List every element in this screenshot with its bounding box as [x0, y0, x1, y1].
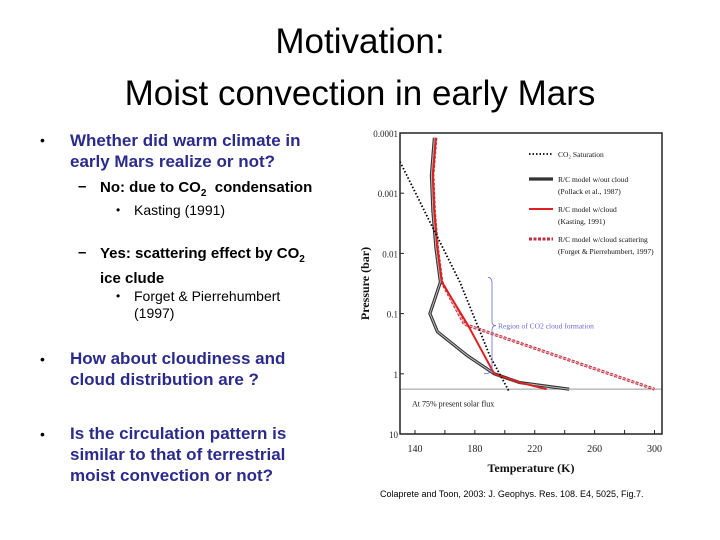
co2-subscript: 2 — [200, 188, 207, 199]
co2-subscript: 2 — [299, 254, 305, 265]
y-tick-label: 0.01 — [382, 249, 398, 259]
y-tick-label: 0.1 — [387, 310, 398, 320]
legend-label: R/C model w/cloud — [558, 205, 617, 214]
x-tick-label: 180 — [467, 444, 482, 455]
legend-sub-label: (Kasting, 1991) — [558, 217, 606, 226]
bullet-dot: • — [40, 426, 45, 442]
sub-bullet-no-text: No: due to CO — [100, 179, 201, 196]
bullet-2-line-2: cloud distribution are ? — [70, 370, 259, 389]
x-tick-label: 220 — [527, 444, 542, 455]
figure-citation: Colaprete and Toon, 2003: J. Geophys. Re… — [380, 489, 644, 499]
solar-flux-label: At 75% present solar flux — [412, 400, 494, 409]
bullet-3-line-1: Is the circulation pattern is — [70, 424, 287, 443]
series-line-solid — [431, 137, 547, 391]
ref-forget-line-2: (1997) — [134, 305, 175, 321]
title-line-2: Moist convection in early Mars — [124, 74, 596, 113]
y-tick-label: 1 — [394, 370, 399, 380]
legend-label: CO₂ Saturation — [558, 150, 604, 159]
bullet-dot: • — [40, 132, 45, 148]
x-axis-label: Temperature (K) — [488, 461, 575, 475]
legend-sub-label: (Pollack et al., 1987) — [558, 187, 621, 196]
bullet-3-line-2: similar to that of terrestrial — [70, 445, 286, 464]
title-line-1: Motivation: — [275, 22, 445, 61]
legend-label: R/C model w/cloud scattering — [558, 235, 648, 244]
sub-bullet-no-text-after: condensation — [206, 179, 313, 196]
legend-label: R/C model w/out cloud — [558, 175, 628, 184]
sub-bullet-dash: – — [78, 178, 87, 195]
series-line-dotted — [399, 161, 511, 393]
bullet-dot: • — [116, 203, 121, 217]
ref-kasting: Kasting (1991) — [134, 202, 226, 218]
sub-bullet-no: No: due to CO2 condensation — [100, 178, 350, 203]
cloud-region-brace — [483, 276, 497, 375]
pressure-temperature-chart: 140 180 220 260 300 Temperature (K) 0.0001 0.00… — [355, 125, 700, 485]
ref-forget-line-1: Forget & Pierrehumbert — [134, 288, 281, 304]
y-axis-label: Pressure (bar) — [358, 247, 372, 320]
sub-bullet-yes: Yes: scattering effect by CO2 ice clude — [100, 244, 350, 288]
sub-bullet-dash: – — [78, 244, 87, 261]
bullet-1-line-2: early Mars realize or not? — [70, 152, 276, 171]
bullet-1-line-1: Whether did warm climate in — [70, 131, 301, 150]
bullet-2: How about cloudiness and cloud distribut… — [70, 348, 360, 390]
bullet-3: Is the circulation pattern is similar to… — [70, 423, 360, 486]
bullet-dot: • — [116, 289, 121, 303]
x-tick-label: 300 — [647, 444, 662, 455]
y-tick-label: 10 — [389, 430, 399, 440]
y-tick-label: 0.0001 — [373, 129, 398, 139]
bullet-2-line-1: How about cloudiness and — [70, 349, 286, 368]
ref-forget: Forget & Pierrehumbert (1997) — [134, 288, 334, 322]
bullet-dot: • — [40, 351, 45, 367]
bullet-1: Whether did warm climate in early Mars r… — [70, 130, 360, 172]
sub-bullet-yes-line-2: ice clude — [100, 270, 165, 287]
bullet-3-line-3: moist convection or not? — [70, 466, 274, 485]
figure-background — [355, 125, 700, 485]
legend-sub-label: (Forget & Pierrehumbert, 1997) — [558, 247, 654, 256]
x-tick-label: 140 — [407, 444, 422, 455]
cloud-region-label: Region of CO2 cloud formation — [498, 322, 594, 331]
plot-frame — [399, 132, 663, 435]
sub-bullet-yes-text: Yes: scattering effect by CO — [100, 245, 300, 262]
x-tick-label: 260 — [587, 444, 602, 455]
y-tick-label: 0.001 — [378, 189, 398, 199]
